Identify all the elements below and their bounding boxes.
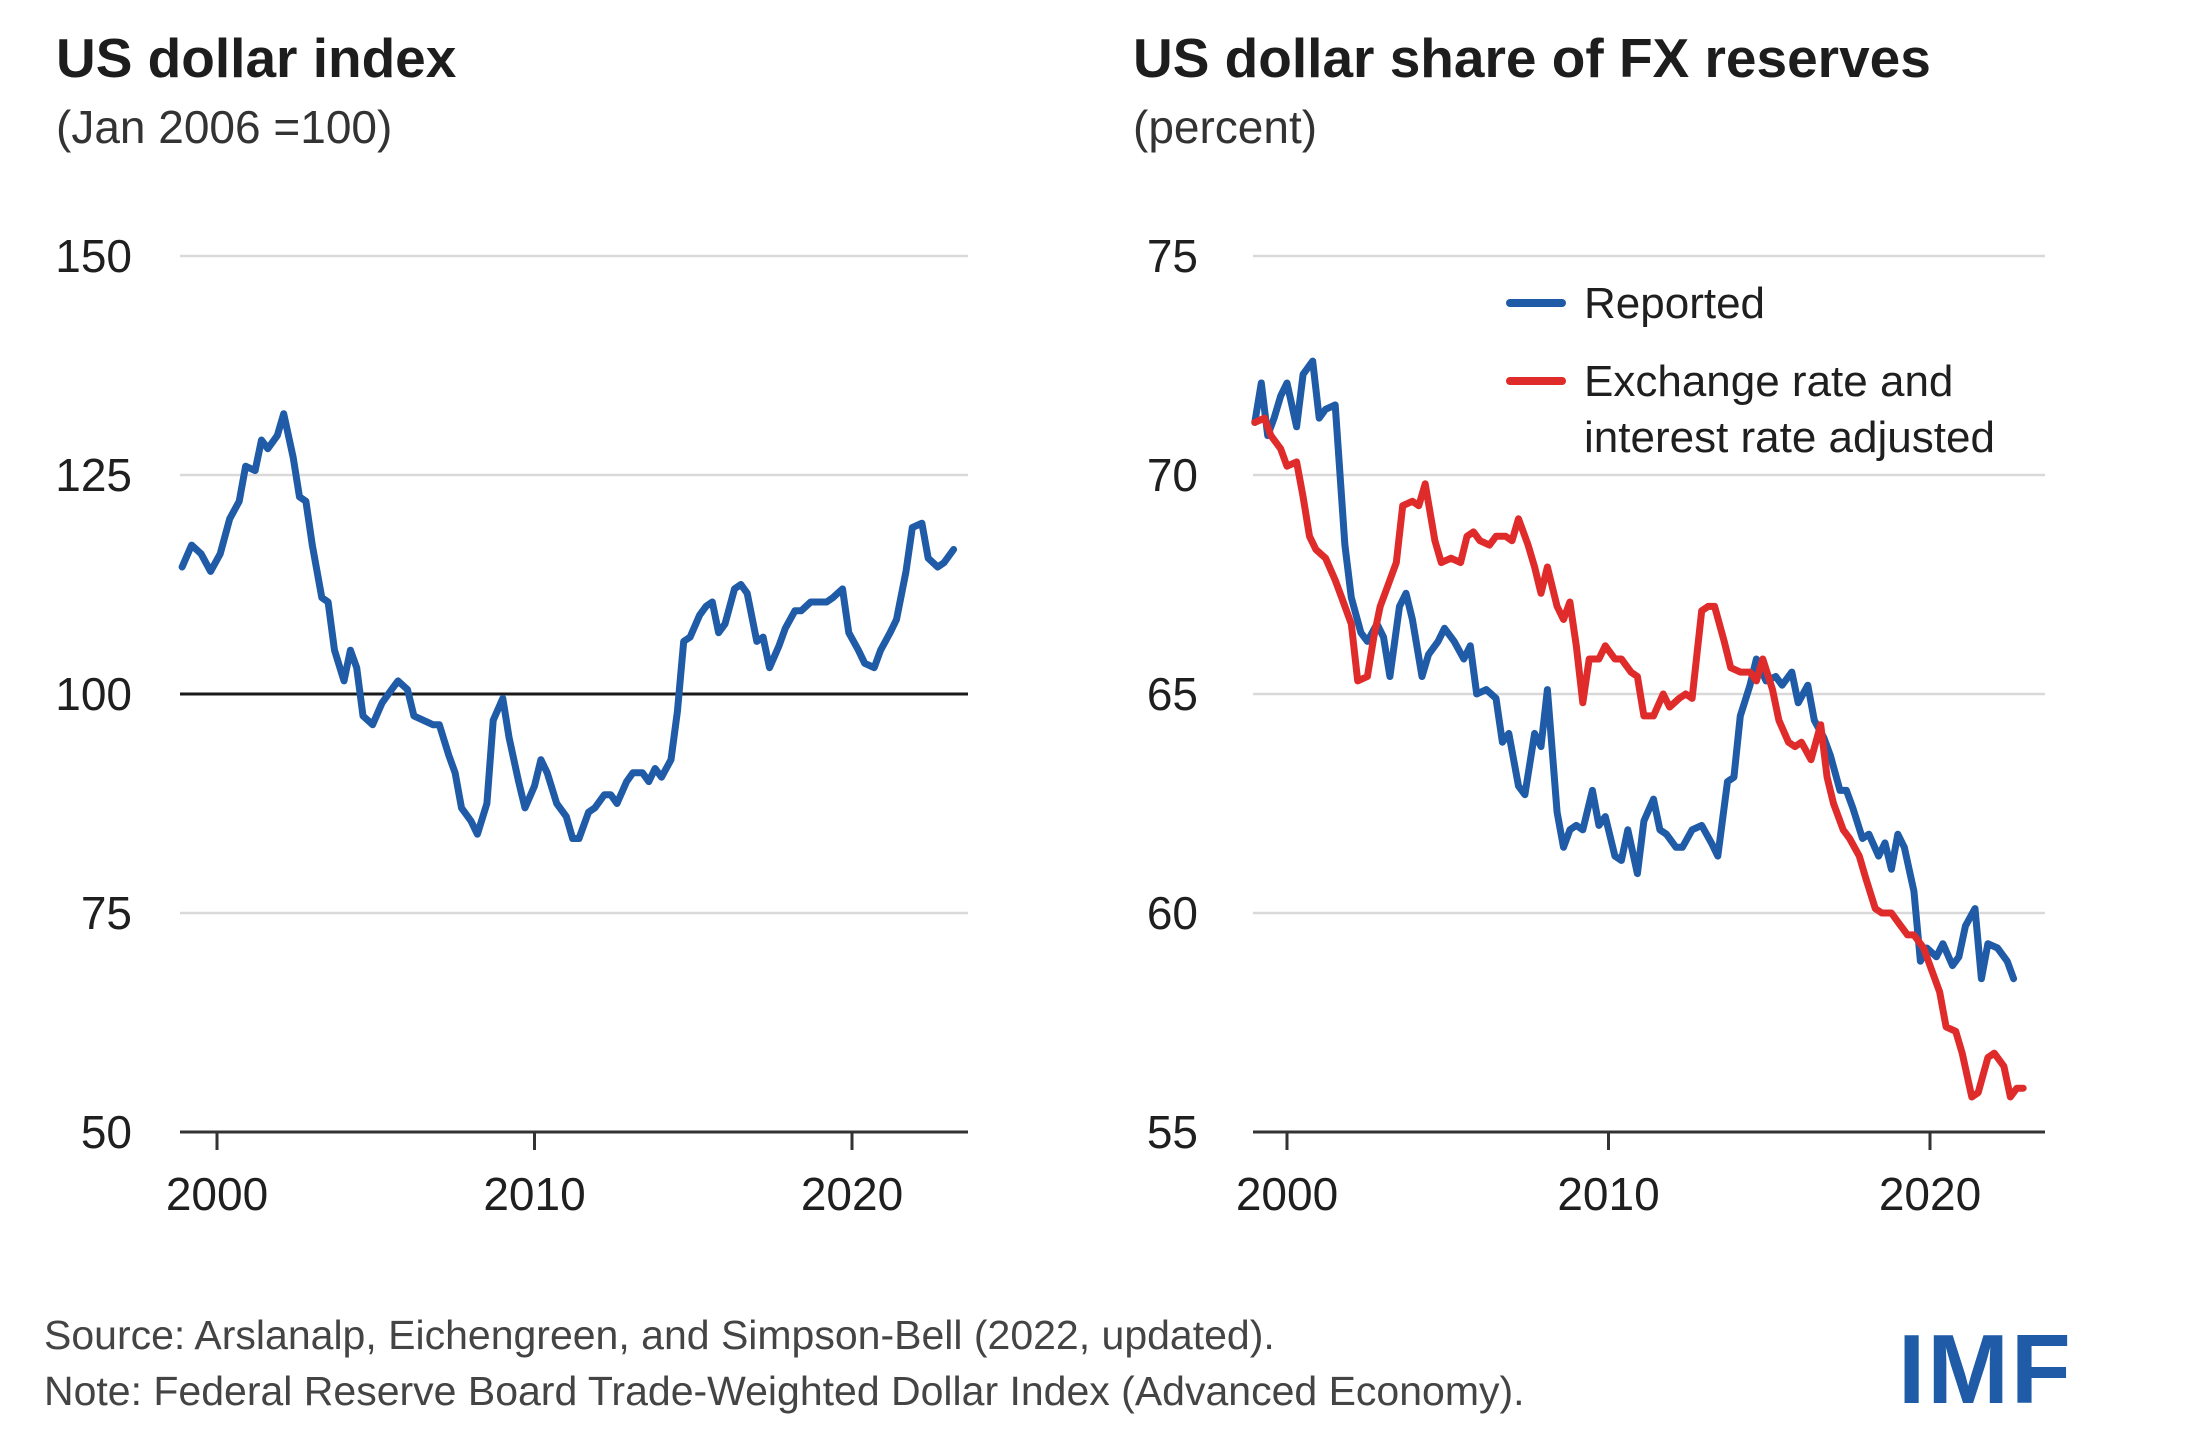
legend-label: Reported xyxy=(1584,279,1765,328)
x-tick-label: 2020 xyxy=(801,1168,903,1220)
x-tick-label: 2000 xyxy=(166,1168,268,1220)
y-tick-label: 65 xyxy=(1147,668,1198,720)
x-tick-label: 2010 xyxy=(483,1168,585,1220)
left-chart-subtitle: (Jan 2006 =100) xyxy=(56,101,393,153)
y-tick-label: 125 xyxy=(55,449,132,501)
y-tick-label: 60 xyxy=(1147,887,1198,939)
x-tick-label: 2020 xyxy=(1879,1168,1981,1220)
y-tick-label: 50 xyxy=(81,1106,132,1158)
left-chart-title: US dollar index xyxy=(56,27,457,89)
y-tick-label: 75 xyxy=(1147,230,1198,282)
series-line-exchange-rate-and xyxy=(1251,414,2027,1101)
x-tick-label: 2000 xyxy=(1236,1168,1338,1220)
legend-label: interest rate adjusted xyxy=(1584,413,1995,462)
y-tick-label: 100 xyxy=(55,668,132,720)
imf-logo: IMF xyxy=(1898,1314,2073,1424)
y-tick-label: 55 xyxy=(1147,1106,1198,1158)
usd-share-reserves-chart: 75 70 65 60 55 2000 2010 2020 Reported Exchange r… xyxy=(1147,230,2045,1220)
series-line xyxy=(178,410,958,842)
right-chart-title: US dollar share of FX reserves xyxy=(1133,27,1931,89)
x-tick-label: 2010 xyxy=(1557,1168,1659,1220)
legend-label: Exchange rate and xyxy=(1584,357,1953,406)
source-note: Source: Arslanalp, Eichengreen, and Simp… xyxy=(44,1312,1275,1358)
y-tick-label: 75 xyxy=(81,887,132,939)
right-chart-subtitle: (percent) xyxy=(1133,101,1318,153)
us-dollar-index-chart: 150 125 100 75 50 2000 2010 2020 xyxy=(55,230,968,1220)
y-tick-label: 150 xyxy=(55,230,132,282)
y-tick-label: 70 xyxy=(1147,449,1198,501)
footnote: Note: Federal Reserve Board Trade-Weight… xyxy=(44,1368,1525,1414)
